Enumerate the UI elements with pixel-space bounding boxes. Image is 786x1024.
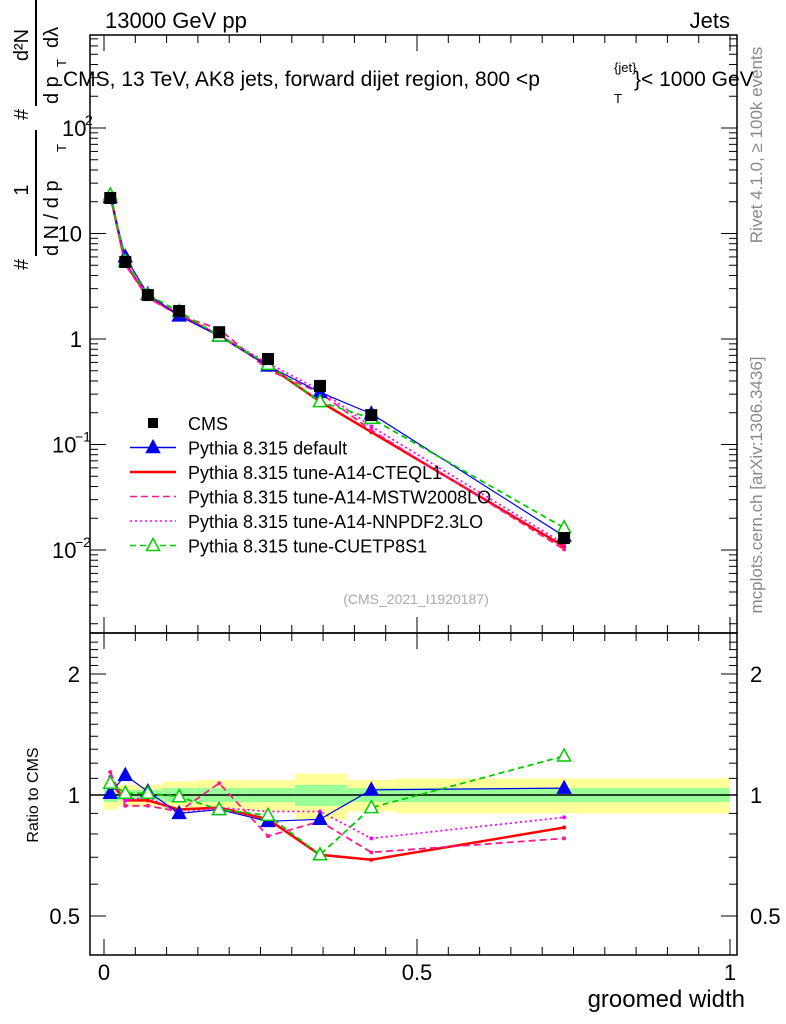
filled-triangle-marker: [102, 784, 119, 800]
y-label-num2: d²N: [11, 29, 33, 61]
cms-data-point: [365, 409, 378, 422]
plot-title-main: CMS, 13 TeV, AK8 jets, forward dijet reg…: [63, 68, 540, 91]
point-marker: [562, 836, 567, 841]
y-tick-label-exp: −1: [75, 429, 91, 445]
ratio-y-tick-label-right: 0.5: [750, 904, 781, 929]
y-tick-label-base: 10: [52, 538, 76, 563]
cms-data-point: [558, 531, 571, 544]
point-marker: [266, 834, 271, 839]
legend-label: Pythia 8.315 tune-A14-NNPDF2.3LO: [188, 512, 483, 532]
cms-data-point: [119, 255, 132, 268]
filled-triangle-marker: [171, 804, 187, 820]
cms-data-point: [141, 289, 154, 302]
y-label-num1: 1: [11, 184, 33, 195]
open-triangle-marker: [211, 800, 227, 816]
legend-label: Pythia 8.315 tune-A14-CTEQL1: [188, 463, 442, 483]
plot-title-sub: T: [614, 91, 622, 106]
rivet-label: Rivet 4.1.0, ≥ 100k events: [747, 47, 766, 243]
open-triangle-marker: [117, 784, 134, 800]
main-line: [109, 197, 565, 537]
point-marker: [123, 798, 128, 803]
open-triangle-marker: [102, 774, 119, 789]
cms-data-point: [104, 192, 117, 205]
cms-data-point: [173, 305, 186, 318]
y-label-den1-sub: T: [54, 144, 69, 152]
legend: CMS Pythia 8.315 default Pythia 8.315 tune…: [130, 414, 491, 557]
uncertainty-bands: [104, 773, 730, 820]
open-triangle-marker: [140, 784, 156, 800]
point-marker: [562, 825, 567, 830]
legend-label: Pythia 8.315 default: [188, 439, 347, 459]
legend-label: Pythia 8.315 tune-A14-MSTW2008LO: [188, 488, 491, 508]
cms-data-point: [313, 379, 326, 392]
plot-title-sup: {jet}: [614, 60, 637, 75]
y-tick-label: 10: [58, 222, 82, 247]
legend-label: CMS: [188, 414, 228, 434]
ratio-y-axis-label: Ratio to CMS: [25, 747, 42, 842]
y-axis-label: #1 d N / d p T # d²N d p Tdλ: [11, 0, 69, 270]
point-marker: [369, 428, 374, 433]
x-tick-label: 0: [98, 960, 110, 985]
header-left: 13000 GeV pp: [105, 8, 247, 33]
point-marker: [562, 815, 567, 820]
filled-triangle-marker: [363, 781, 380, 796]
header-right: Jets: [690, 8, 730, 33]
point-marker: [369, 857, 374, 862]
open-triangle-marker: [260, 806, 276, 822]
y-label-hash2: #: [11, 108, 33, 120]
series-CMS: [104, 192, 571, 544]
point-marker: [145, 798, 150, 803]
filled-triangle-marker: [145, 438, 161, 454]
legend-label: Pythia 8.315 tune-CUETP8S1: [188, 537, 427, 557]
ratio-frame: [89, 632, 738, 956]
analysis-watermark: (CMS_2021_I1920187): [343, 591, 489, 607]
point-marker: [145, 803, 150, 808]
x-axis-label: groomed width: [588, 986, 745, 1013]
open-triangle-marker: [363, 799, 380, 814]
ratio-y-tick-label: 2: [68, 662, 80, 687]
y-label-den2-sub: T: [54, 59, 69, 67]
y-label-den2b: dλ: [41, 27, 63, 48]
ratio-line: [109, 771, 565, 854]
point-marker: [369, 424, 374, 429]
filled-triangle-marker: [117, 766, 134, 781]
mcplots-label: mcplots.cern.ch [arXiv:1306.3436]: [747, 356, 766, 613]
cms-data-point: [262, 353, 275, 366]
y-tick-label-exp: −2: [75, 534, 91, 550]
filled-triangle-marker: [312, 810, 328, 826]
point-marker: [369, 836, 374, 841]
x-tick-label: 1: [724, 960, 736, 985]
ratio-y-tick-label: 0.5: [49, 904, 80, 929]
open-triangle-marker: [556, 747, 572, 762]
y-tick-label-exp: 2: [85, 112, 93, 128]
ratio-y-tick-label-right: 2: [750, 662, 762, 687]
point-marker: [108, 770, 113, 775]
open-triangle-marker: [145, 536, 161, 552]
point-marker: [562, 547, 567, 552]
y-tick-label-base: 10: [52, 433, 76, 458]
open-triangle-marker: [171, 788, 187, 803]
plot-title-tail: }< 1000 GeV: [634, 68, 754, 91]
point-marker: [369, 850, 374, 855]
filled-triangle-marker: [556, 779, 572, 794]
point-marker: [217, 781, 222, 786]
y-label-den2: d p: [41, 76, 63, 104]
ratio-y-tick-label-right: 1: [750, 783, 762, 808]
open-triangle-marker: [312, 393, 328, 408]
x-tick-label: 0.5: [402, 960, 433, 985]
ratio-y-tick-label: 1: [68, 783, 80, 808]
cms-data-point: [213, 326, 226, 339]
y-tick-label: 1: [70, 327, 82, 352]
legend-marker-square: [148, 418, 158, 428]
open-triangle-marker: [556, 519, 572, 534]
y-label-hash: #: [11, 258, 33, 270]
y-tick-label-base: 10: [62, 116, 86, 141]
y-label-den1: d N / d p: [41, 180, 63, 256]
open-triangle-marker: [312, 846, 328, 861]
point-marker: [123, 803, 128, 808]
